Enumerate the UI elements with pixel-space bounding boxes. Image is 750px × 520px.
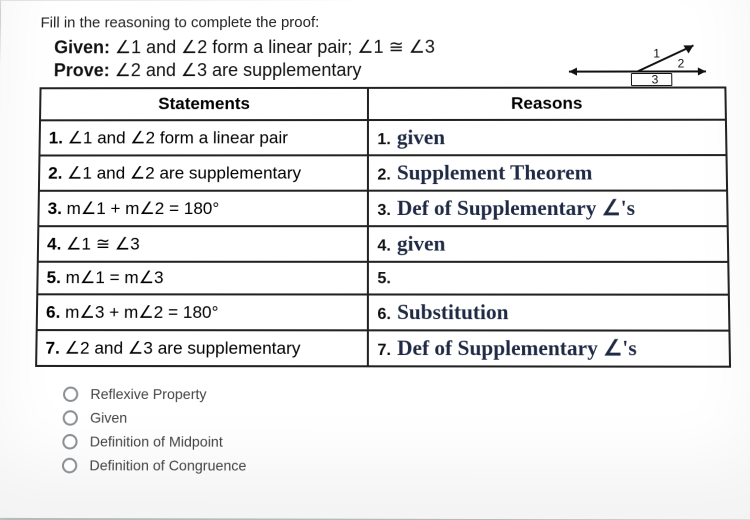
option-label: Definition of Congruence — [89, 457, 246, 474]
header-statements: Statements — [40, 88, 368, 120]
reason-num: 1. — [377, 131, 390, 148]
reason-num: 2. — [377, 166, 390, 183]
table-row: 6. m∠3 + m∠2 = 180° 6. Substitution — [37, 294, 730, 330]
reason-num: 3. — [377, 202, 390, 219]
stmt-text: ∠1 ≅ ∠3 — [66, 234, 140, 253]
stmt-text: ∠1 and ∠2 form a linear pair — [68, 128, 288, 147]
option-row[interactable]: Definition of Congruence — [62, 457, 733, 475]
diagram-label-1: 1 — [653, 46, 660, 60]
reason-num: 6. — [377, 306, 391, 323]
header-reasons: Reasons — [368, 87, 726, 120]
stmt-text: ∠1 and ∠2 are supplementary — [67, 163, 301, 182]
table-row: 5. m∠1 = m∠3 5. — [37, 262, 729, 295]
stmt-text: m∠1 = m∠3 — [66, 268, 164, 287]
stmt-num: 5. — [46, 268, 61, 287]
prove-text: ∠2 and ∠3 are supplementary — [115, 60, 362, 80]
answer-options: Reflexive Property Given Definition of M… — [62, 386, 733, 475]
given-label: Given: — [54, 37, 110, 57]
radio-icon[interactable] — [63, 410, 78, 426]
worksheet-page: Fill in the reasoning to complete the pr… — [0, 0, 750, 520]
diagram-label-3: 3 — [652, 72, 659, 86]
proof-body: 1. ∠1 and ∠2 form a linear pair 1.given … — [36, 120, 730, 367]
stmt-num: 7. — [45, 338, 60, 357]
reason-text: Def of Supplementary ∠'s — [397, 335, 637, 360]
option-label: Definition of Midpoint — [90, 433, 223, 450]
angle-diagram: 1 2 3 — [567, 41, 709, 87]
table-row: 1. ∠1 and ∠2 form a linear pair 1. given — [39, 120, 726, 156]
reason-num: 4. — [377, 237, 391, 254]
diagram-label-2: 2 — [677, 56, 684, 70]
option-row[interactable]: Definition of Midpoint — [62, 433, 732, 451]
stmt-text: ∠2 and ∠3 are supplementary — [65, 338, 301, 358]
reason-text: Substitution — [397, 300, 509, 325]
radio-icon[interactable] — [62, 457, 77, 473]
reason-text: Supplement Theorem — [397, 160, 593, 184]
proof-table: Statements Reasons 1. ∠1 and ∠2 form a l… — [35, 86, 731, 367]
option-label: Reflexive Property — [90, 386, 206, 403]
given-text: ∠1 and ∠2 form a linear pair; ∠1 ≅ ∠3 — [115, 37, 435, 57]
stmt-text: m∠1 + m∠2 = 180° — [67, 198, 220, 217]
stmt-num: 4. — [47, 234, 62, 253]
table-row: 2. ∠1 and ∠2 are supplementary 2. Supplem… — [39, 155, 727, 191]
table-row: 7. ∠2 and ∠3 are supplementary 7. Def of … — [36, 330, 730, 367]
stmt-num: 6. — [46, 302, 61, 321]
stmt-text: m∠3 + m∠2 = 180° — [65, 302, 219, 322]
radio-icon[interactable] — [63, 386, 78, 401]
stmt-num: 2. — [48, 163, 63, 182]
table-row: 4. ∠1 ≅ ∠3 4. given — [38, 226, 729, 262]
stmt-num: 3. — [48, 198, 63, 217]
reason-text: Def of Supplementary ∠'s — [397, 196, 635, 220]
reason-num: 5. — [377, 270, 391, 287]
option-row[interactable]: Reflexive Property — [63, 386, 732, 403]
reason-text: given — [397, 125, 445, 149]
radio-icon[interactable] — [62, 433, 77, 449]
prove-label: Prove: — [54, 60, 110, 80]
reason-num: 7. — [377, 342, 391, 359]
option-row[interactable]: Given — [63, 409, 732, 427]
table-row: 3. m∠1 + m∠2 = 180° 3. Def of Supplementa… — [38, 191, 727, 227]
stmt-num: 1. — [49, 128, 63, 147]
option-label: Given — [90, 409, 127, 426]
reason-text: given — [397, 231, 445, 255]
prompt-text: Fill in the reasoning to complete the pr… — [40, 13, 725, 31]
